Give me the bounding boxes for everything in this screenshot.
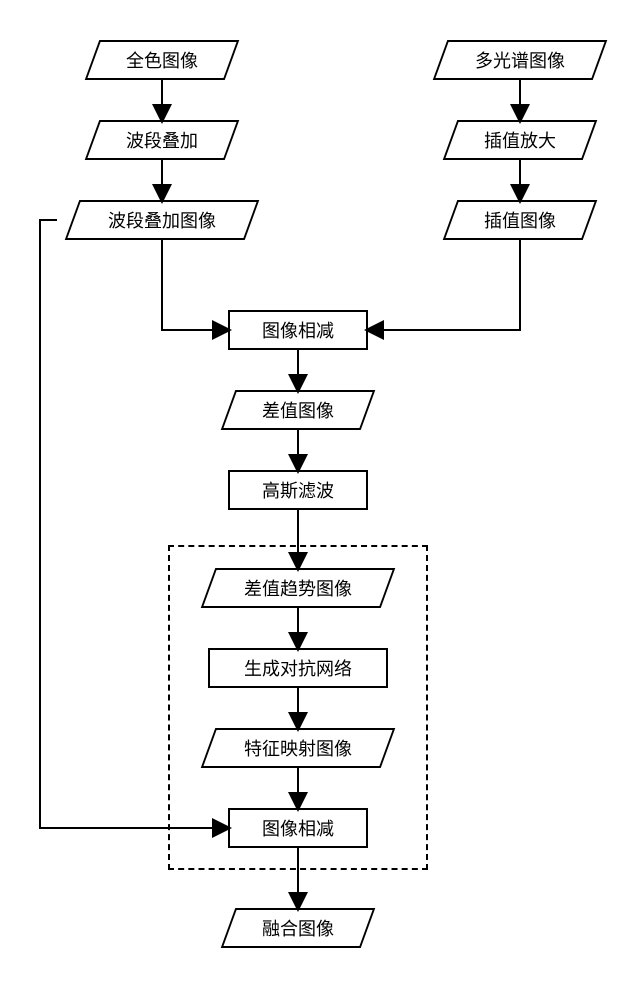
node-label: 插值图像 [484, 207, 556, 233]
edge-n6-n7 [368, 240, 520, 330]
flowchart-node-n14: 融合图像 [221, 908, 376, 948]
flowchart-node-n9: 高斯滤波 [228, 470, 368, 510]
node-label: 差值图像 [262, 397, 334, 423]
node-label: 特征映射图像 [244, 735, 352, 761]
flowchart-node-n6: 插值图像 [443, 200, 598, 240]
node-label: 波段叠加图像 [108, 207, 216, 233]
flowchart-node-n8: 差值图像 [221, 390, 376, 430]
flowchart-node-n13: 图像相减 [228, 808, 368, 848]
flowchart-node-n7: 图像相减 [228, 310, 368, 350]
node-label: 生成对抗网络 [244, 655, 352, 681]
flowchart-node-n12: 特征映射图像 [201, 728, 396, 768]
node-label: 全色图像 [126, 47, 198, 73]
node-label: 高斯滤波 [262, 477, 334, 503]
node-label: 融合图像 [262, 915, 334, 941]
flowchart-node-n3: 波段叠加图像 [65, 200, 260, 240]
flowchart-node-n11: 生成对抗网络 [208, 648, 388, 688]
flowchart-node-n10: 差值趋势图像 [201, 568, 396, 608]
node-label: 波段叠加 [126, 127, 198, 153]
flowchart-node-n5: 插值放大 [443, 120, 598, 160]
flowchart-node-n4: 多光谱图像 [433, 40, 608, 80]
flowchart-node-n1: 全色图像 [85, 40, 240, 80]
flowchart-node-n2: 波段叠加 [85, 120, 240, 160]
node-label: 图像相减 [262, 317, 334, 343]
edge-n3-n7 [162, 240, 228, 330]
node-label: 图像相减 [262, 815, 334, 841]
node-label: 多光谱图像 [475, 47, 565, 73]
node-label: 插值放大 [484, 127, 556, 153]
node-label: 差值趋势图像 [244, 575, 352, 601]
